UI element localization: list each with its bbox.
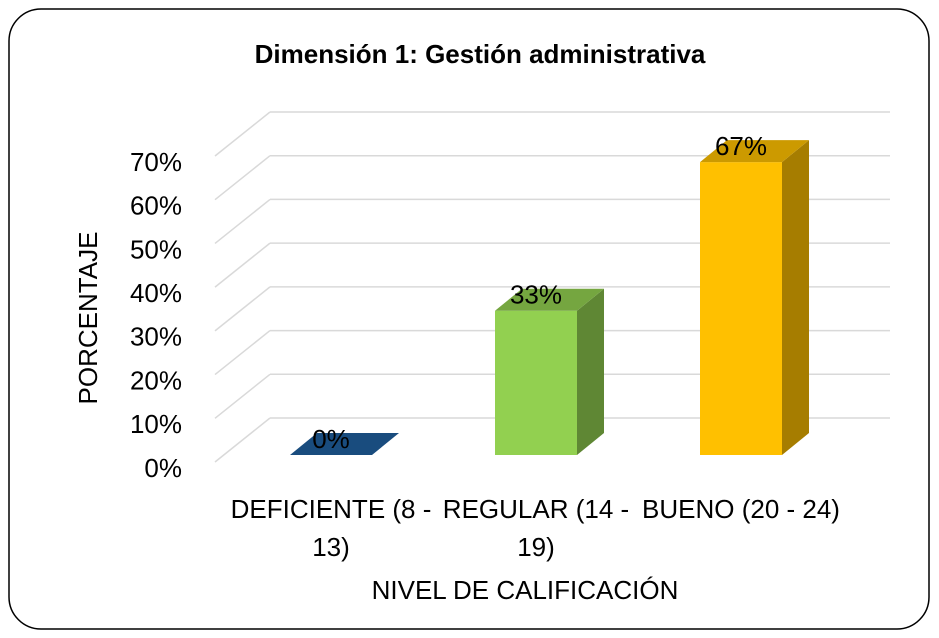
grid-line	[214, 373, 271, 419]
bar-side	[782, 140, 809, 455]
grid-line	[214, 111, 271, 157]
y-tick-label: 70%	[130, 147, 182, 177]
bar-top	[495, 288, 604, 311]
data-label: 67%	[715, 131, 767, 161]
y-tick-label: 20%	[130, 365, 182, 395]
grid-line	[214, 198, 271, 245]
x-tick-label-box: REGULAR (14 - 19)	[442, 494, 630, 562]
x-tick-label: BUENO (20 - 24)	[642, 494, 840, 524]
x-tick-label-box: DEFICIENTE (8 - 13)	[230, 494, 432, 562]
y-tick-label: 50%	[130, 234, 182, 264]
grid-line	[214, 286, 271, 332]
bar-front	[700, 162, 782, 455]
bar-side	[577, 288, 604, 455]
x-tick-label: DEFICIENTE (8 - 13)	[230, 494, 432, 562]
x-tick-label-box: BUENO (20 - 24)	[642, 494, 840, 524]
bar-top	[700, 140, 809, 163]
y-axis-title: PORCENTAJE	[73, 232, 103, 405]
y-tick-label: 0%	[144, 453, 182, 483]
y-tick-label: 60%	[130, 191, 182, 221]
data-label: 33%	[510, 280, 562, 310]
y-tick-label: 40%	[130, 278, 182, 308]
bar-front	[495, 310, 577, 455]
y-tick-label: 30%	[130, 322, 182, 352]
grid-line	[214, 242, 271, 288]
grid-line	[214, 329, 271, 376]
y-tick-label: 10%	[130, 409, 182, 439]
chart-border	[8, 8, 930, 630]
x-axis-title: NIVEL DE CALIFICACIÓN	[372, 575, 679, 605]
bar-top	[290, 433, 399, 455]
x-tick-label: REGULAR (14 - 19)	[442, 494, 630, 562]
grid-line	[214, 155, 271, 201]
grid-line	[214, 417, 271, 463]
data-label: 0%	[312, 424, 350, 454]
chart-title: Dimensión 1: Gestión administrativa	[255, 39, 706, 69]
